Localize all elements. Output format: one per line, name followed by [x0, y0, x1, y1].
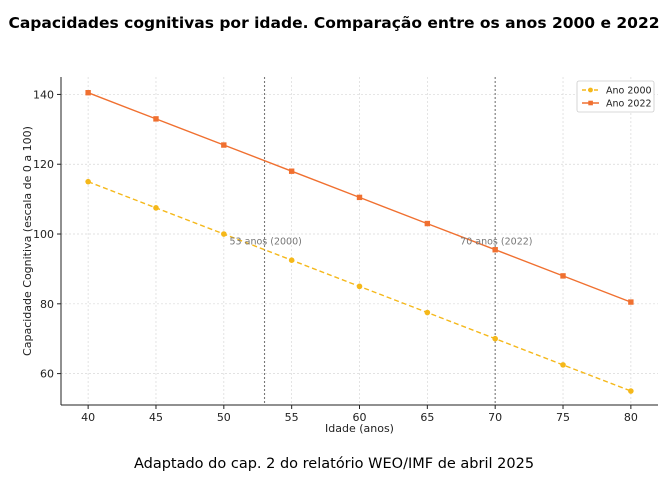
page-title: Capacidades cognitivas por idade. Compar…: [8, 14, 660, 32]
reference-lines: [263, 77, 496, 405]
data-point: [424, 220, 431, 227]
annotation-label: 70 anos (2022): [460, 237, 532, 248]
legend[interactable]: Ano 2000 Ano 2022: [576, 80, 655, 113]
x-tick-label: 80: [624, 411, 638, 424]
data-point: [85, 178, 91, 185]
data-point: [356, 194, 363, 201]
y-tick-label: 140: [33, 88, 54, 101]
x-tick-label: 70: [488, 411, 502, 424]
x-tick-label: 55: [285, 411, 299, 424]
data-point: [153, 205, 159, 211]
series: [85, 90, 634, 394]
legend-box: [576, 80, 655, 113]
grid: [61, 77, 658, 405]
legend-label: Ano 2000: [606, 85, 652, 96]
data-point: [492, 247, 498, 253]
axes: 40 45 50 55 60 65 70 75 80 60 80 100 120 140 Idade (an…: [21, 77, 658, 435]
annotations: 53 anos (2000) 70 anos (2022): [230, 237, 533, 248]
x-tick-label: 75: [556, 411, 570, 424]
x-tick-label: 40: [81, 411, 95, 424]
x-tick-label: 50: [217, 411, 231, 424]
data-point: [221, 231, 227, 237]
data-point: [288, 257, 295, 263]
legend-label: Ano 2022: [606, 98, 652, 109]
data-point: [153, 116, 159, 122]
data-point: [85, 90, 91, 96]
x-tick-label: 60: [353, 411, 367, 424]
y-tick-label: 80: [40, 298, 54, 311]
data-point: [628, 299, 634, 305]
y-tick-label: 100: [33, 228, 54, 241]
annotation-label: 53 anos (2000): [230, 237, 302, 248]
data-point: [560, 362, 566, 368]
y-tick-label: 120: [33, 158, 54, 171]
data-point: [628, 388, 634, 394]
caption: Adaptado do cap. 2 do relatório WEO/IMF …: [133, 456, 535, 472]
data-point: [560, 273, 566, 279]
y-tick-label: 60: [40, 368, 54, 381]
legend-marker: [588, 100, 593, 106]
data-point: [288, 168, 295, 174]
x-axis-title: Idade (anos): [325, 422, 394, 435]
data-point: [356, 283, 363, 290]
x-tick-label: 65: [420, 411, 434, 424]
data-point: [424, 309, 431, 316]
legend-marker: [588, 87, 593, 93]
x-tick-label: 45: [149, 411, 163, 424]
data-point: [221, 142, 227, 148]
data-point: [492, 335, 498, 342]
y-axis-title: Capacidade Cognitiva (escala de 0 a 100): [21, 126, 34, 356]
